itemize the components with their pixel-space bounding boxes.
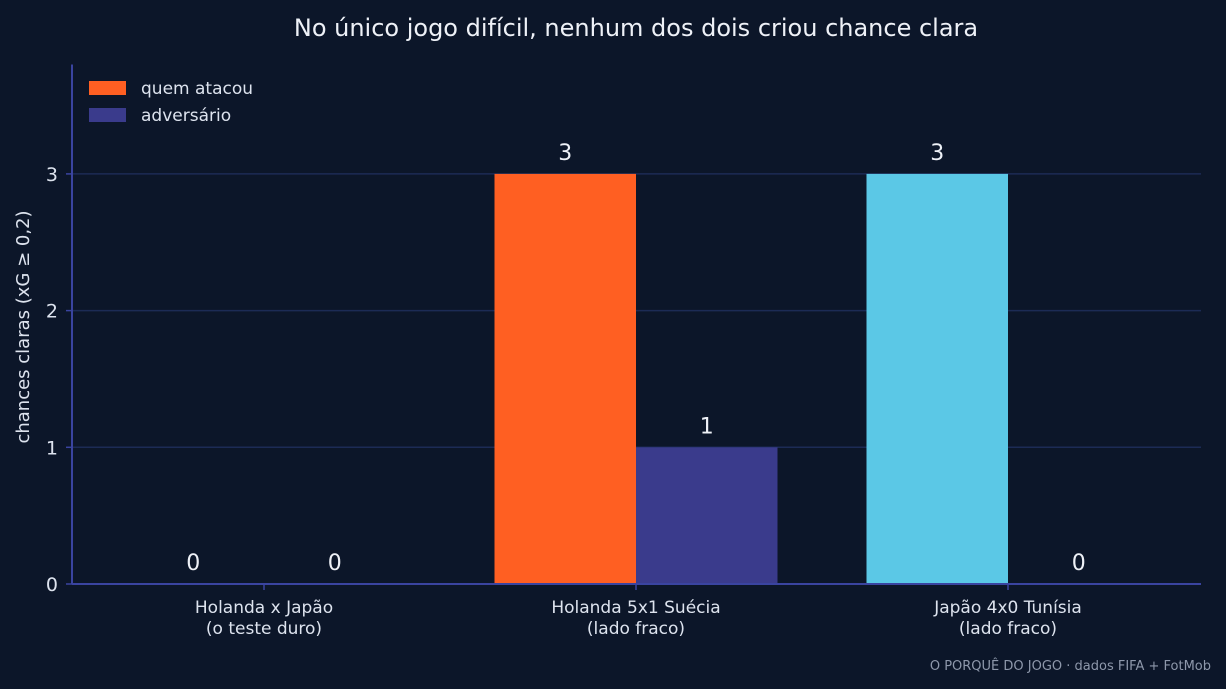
y-ticks: 0 1 2 3 bbox=[46, 164, 72, 596]
bar-value-label: 0 bbox=[186, 551, 200, 576]
y-tick-label: 3 bbox=[46, 164, 58, 186]
x-tick-label: (o teste duro) bbox=[206, 619, 322, 639]
y-tick-label: 1 bbox=[46, 437, 58, 459]
legend-label: adversário bbox=[141, 106, 231, 126]
bar-labels: 0 0 3 1 3 0 bbox=[186, 141, 1086, 576]
legend-swatch bbox=[89, 81, 126, 95]
bars bbox=[494, 173, 1008, 584]
bar-value-label: 3 bbox=[558, 141, 572, 166]
chart-title: No único jogo difícil, nenhum dos dois c… bbox=[294, 14, 978, 42]
x-tick-label: (lado fraco) bbox=[587, 619, 685, 639]
bar-value-label: 0 bbox=[1072, 551, 1086, 576]
legend-swatch bbox=[89, 108, 126, 122]
x-tick-label: Holanda x Japão bbox=[195, 598, 333, 618]
source-note: O PORQUÊ DO JOGO · dados FIFA + FotMob bbox=[930, 658, 1211, 674]
bar-value-label: 0 bbox=[328, 551, 342, 576]
bar-quem-atacou bbox=[494, 173, 636, 584]
bar-quem-atacou bbox=[866, 173, 1008, 584]
bar-value-label: 1 bbox=[700, 414, 714, 439]
bar-value-label: 3 bbox=[930, 141, 944, 166]
y-axis-label: chances claras (xG ≥ 0,2) bbox=[13, 210, 34, 443]
grid bbox=[72, 173, 1201, 449]
legend: quem atacou adversário bbox=[89, 79, 253, 126]
bar-adversario bbox=[636, 447, 778, 584]
x-tick-label: Holanda 5x1 Suécia bbox=[551, 598, 720, 618]
y-tick-label: 0 bbox=[46, 574, 58, 596]
x-tick-label: Japão 4x0 Tunísia bbox=[933, 598, 1082, 618]
legend-label: quem atacou bbox=[141, 79, 253, 99]
x-tick-label: (lado fraco) bbox=[959, 619, 1057, 639]
y-tick-label: 2 bbox=[46, 301, 58, 323]
x-ticks: Holanda x Japão(o teste duro) Holanda 5x1… bbox=[195, 584, 1082, 639]
